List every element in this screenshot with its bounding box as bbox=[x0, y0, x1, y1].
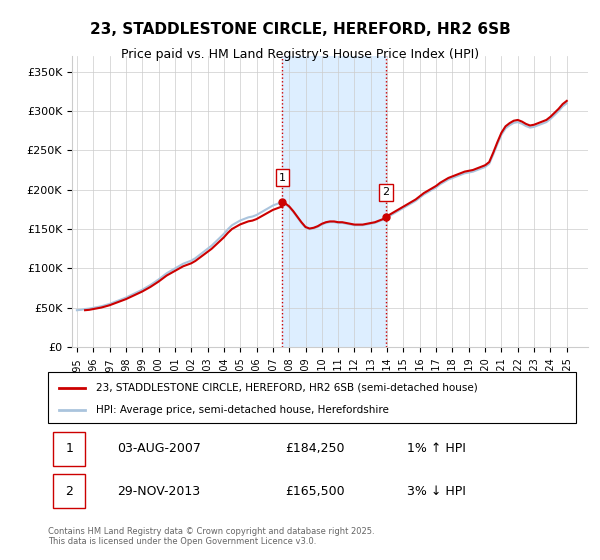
Text: 2: 2 bbox=[65, 484, 73, 497]
Text: 1% ↑ HPI: 1% ↑ HPI bbox=[407, 442, 466, 455]
Text: 1: 1 bbox=[65, 442, 73, 455]
Text: 1: 1 bbox=[279, 172, 286, 183]
Text: 23, STADDLESTONE CIRCLE, HEREFORD, HR2 6SB (semi-detached house): 23, STADDLESTONE CIRCLE, HEREFORD, HR2 6… bbox=[95, 382, 477, 393]
Text: 2: 2 bbox=[382, 187, 389, 197]
FancyBboxPatch shape bbox=[48, 372, 576, 423]
Text: 23, STADDLESTONE CIRCLE, HEREFORD, HR2 6SB: 23, STADDLESTONE CIRCLE, HEREFORD, HR2 6… bbox=[89, 22, 511, 38]
Text: 03-AUG-2007: 03-AUG-2007 bbox=[116, 442, 200, 455]
Text: Contains HM Land Registry data © Crown copyright and database right 2025.
This d: Contains HM Land Registry data © Crown c… bbox=[48, 526, 374, 546]
FancyBboxPatch shape bbox=[53, 474, 85, 508]
Text: HPI: Average price, semi-detached house, Herefordshire: HPI: Average price, semi-detached house,… bbox=[95, 405, 388, 415]
Text: £165,500: £165,500 bbox=[286, 484, 345, 497]
FancyBboxPatch shape bbox=[53, 432, 85, 466]
Bar bbox=[283, 56, 386, 347]
Text: £184,250: £184,250 bbox=[286, 442, 345, 455]
Text: 3% ↓ HPI: 3% ↓ HPI bbox=[407, 484, 466, 497]
Text: Price paid vs. HM Land Registry's House Price Index (HPI): Price paid vs. HM Land Registry's House … bbox=[121, 48, 479, 60]
Text: 29-NOV-2013: 29-NOV-2013 bbox=[116, 484, 200, 497]
